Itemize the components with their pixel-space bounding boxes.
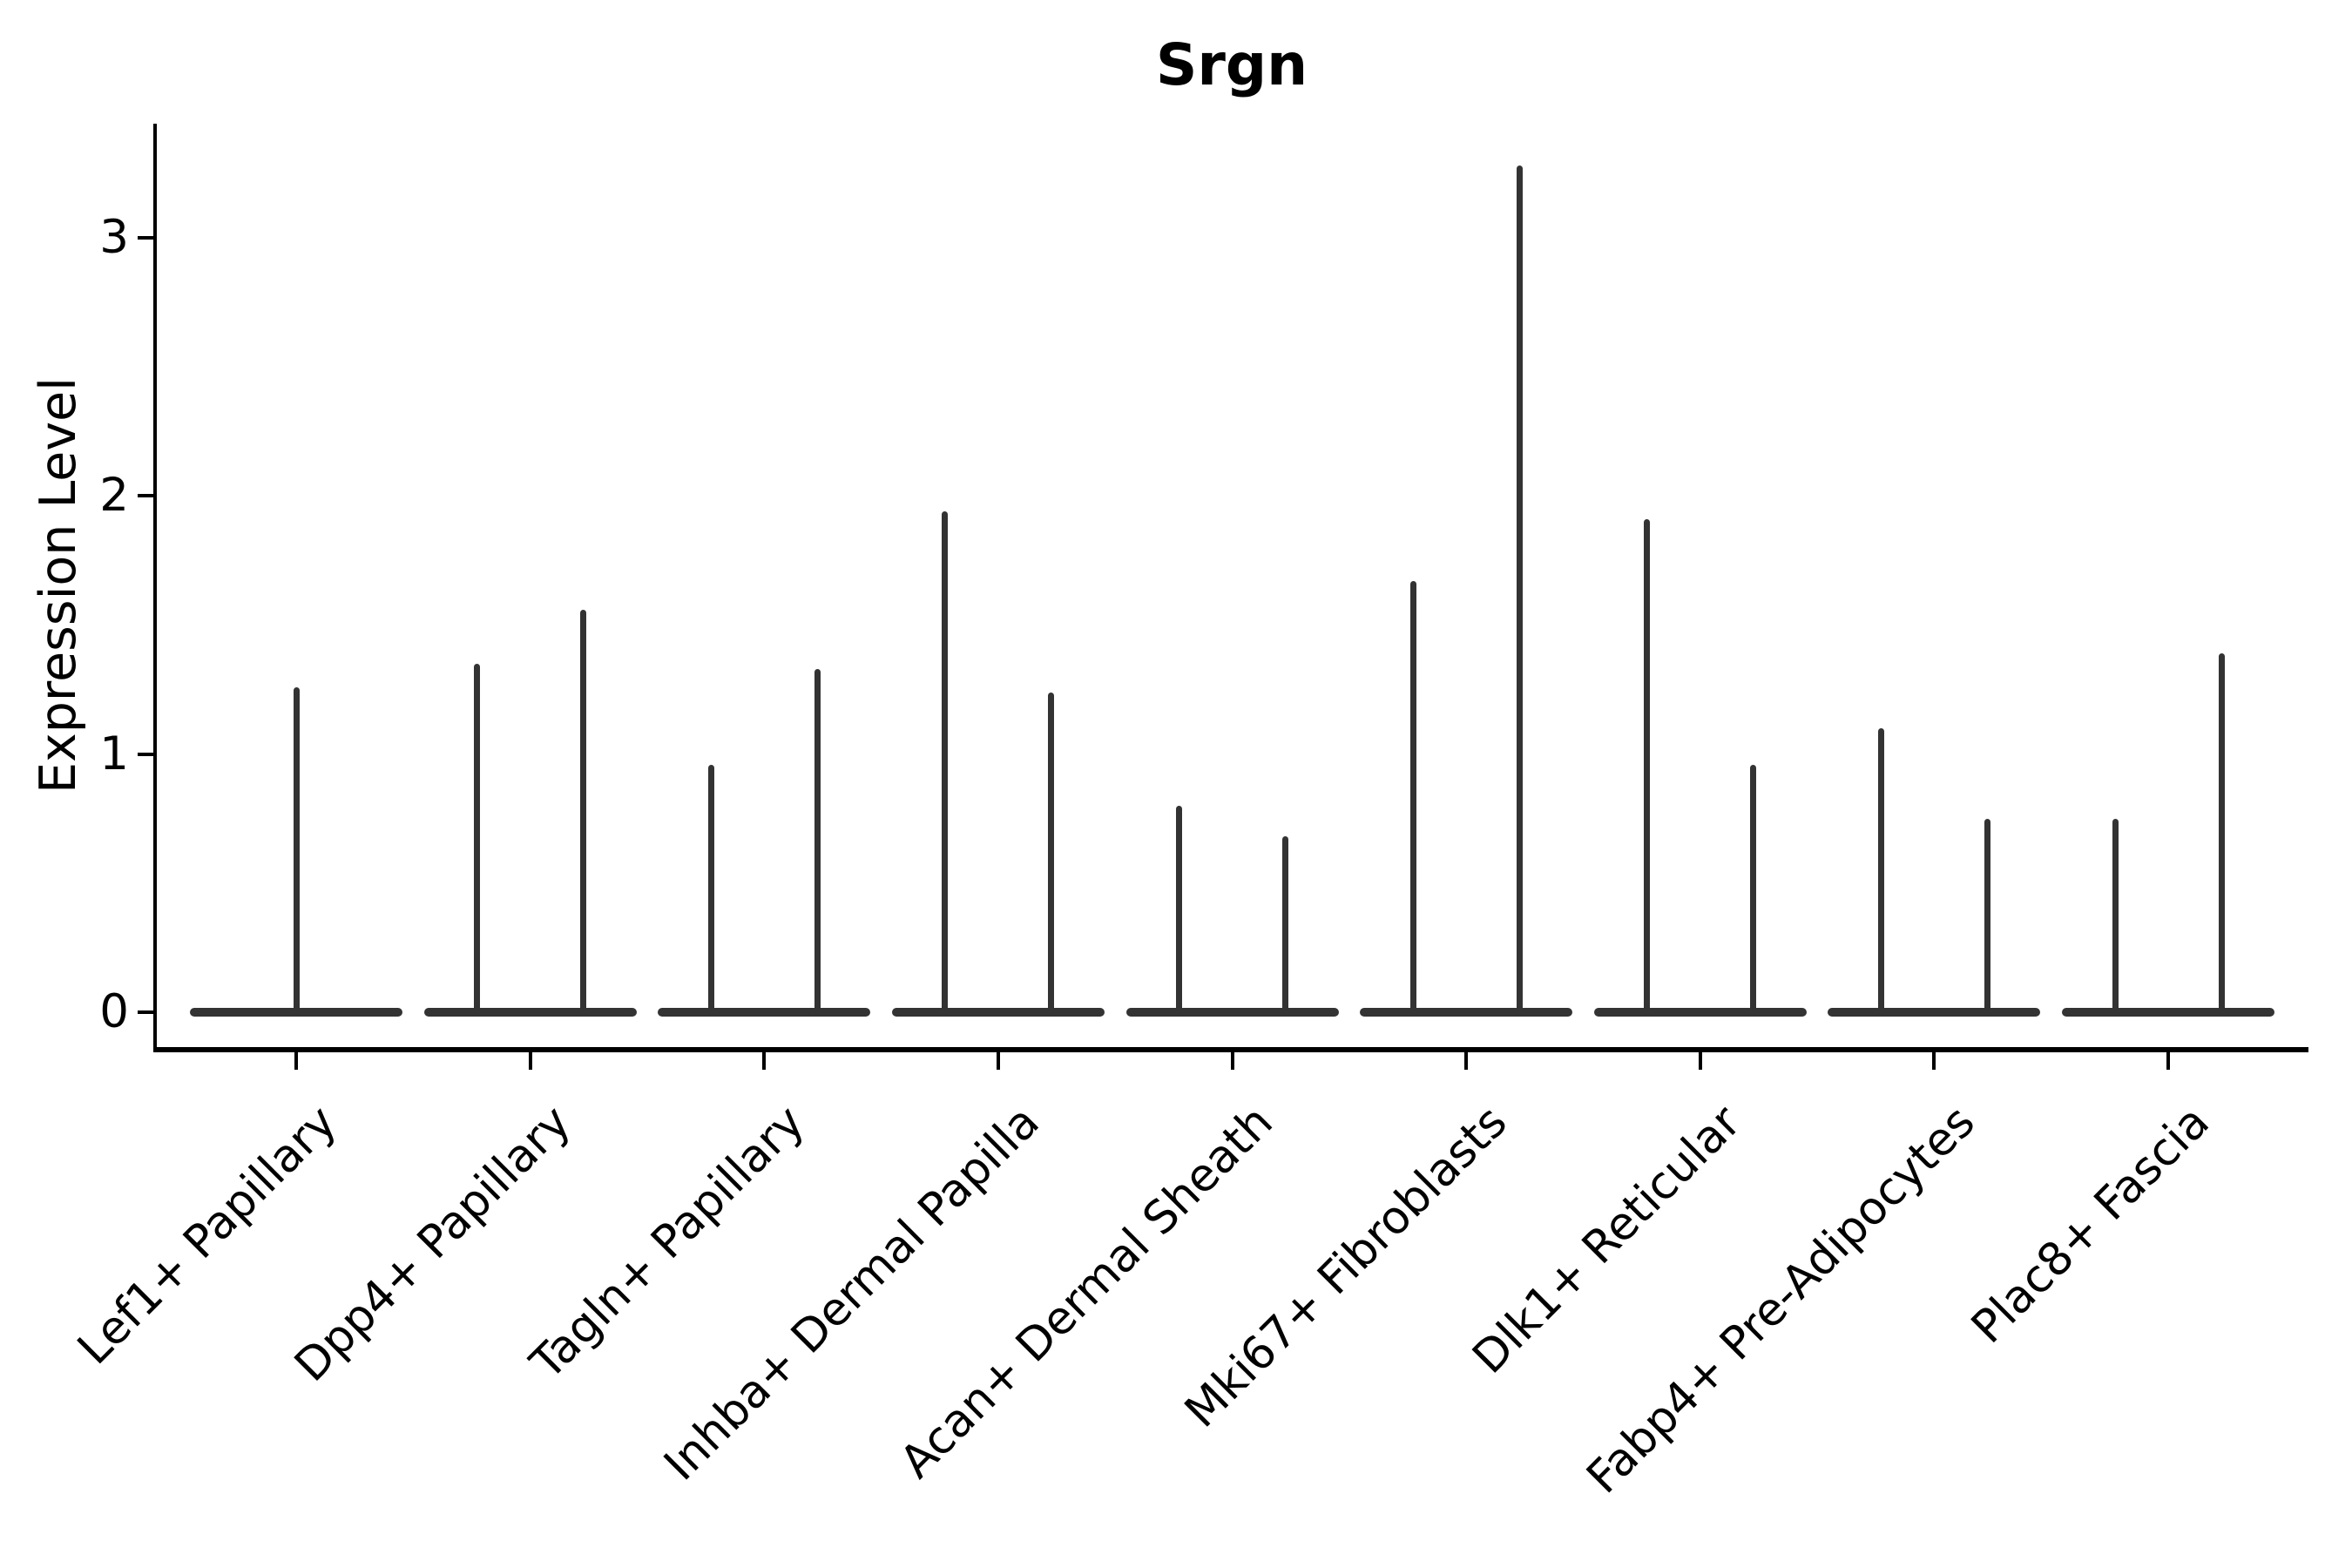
y-tick-label: 0 [99, 985, 129, 1038]
violin-tail [580, 609, 587, 1015]
violin-base [423, 1008, 637, 1017]
y-tick [138, 1010, 153, 1014]
violin-tail [1282, 836, 1289, 1015]
violin-tail [2218, 653, 2225, 1015]
x-tick [1464, 1052, 1469, 1070]
violin-tail [707, 764, 714, 1015]
violin-base [1125, 1008, 1339, 1017]
x-axis-line [153, 1047, 2308, 1052]
x-tick [1932, 1052, 1936, 1070]
y-tick-label: 1 [99, 727, 129, 781]
x-tick-label: Inhba+ Dermal Papilla [653, 1096, 1050, 1491]
violin-base [658, 1008, 871, 1017]
y-tick [138, 494, 153, 498]
violin-base [891, 1008, 1105, 1017]
x-tick [996, 1052, 1000, 1070]
x-tick [528, 1052, 532, 1070]
violin-tail [1644, 519, 1651, 1015]
y-tick [138, 752, 153, 756]
x-tick-label: Acan+ Dermal Sheath [890, 1096, 1283, 1489]
y-tick [138, 236, 153, 240]
violin-tail [1176, 805, 1183, 1015]
plot-title: Srgn [1155, 31, 1308, 98]
violin-tail [474, 663, 481, 1015]
y-tick-label: 3 [99, 211, 129, 264]
x-tick [294, 1052, 298, 1070]
violin-base [2062, 1008, 2275, 1017]
violin-tail [1984, 818, 1990, 1015]
x-tick-label: Plac8+ Fascia [1961, 1096, 2220, 1354]
violin-tail [293, 686, 300, 1015]
violin-base [1828, 1008, 2041, 1017]
y-axis-line [153, 124, 157, 1052]
violin-tail [1516, 166, 1523, 1015]
violin-base [1360, 1008, 1573, 1017]
violin-tail [1877, 728, 1884, 1015]
violin-tail [1750, 764, 1757, 1015]
x-tick-label: Fabp4+ Pre-Adipocytes [1577, 1096, 1985, 1504]
x-tick [1230, 1052, 1234, 1070]
violin-tail [1048, 692, 1055, 1015]
x-tick [762, 1052, 767, 1070]
x-tick [2166, 1052, 2171, 1070]
y-tick-label: 2 [99, 469, 129, 523]
violin-tail [814, 668, 821, 1015]
x-tick [1698, 1052, 1702, 1070]
violin-tail [942, 511, 949, 1015]
violin-tail [1409, 581, 1416, 1015]
violin-base [1593, 1008, 1807, 1017]
violin-tail [2112, 818, 2119, 1015]
